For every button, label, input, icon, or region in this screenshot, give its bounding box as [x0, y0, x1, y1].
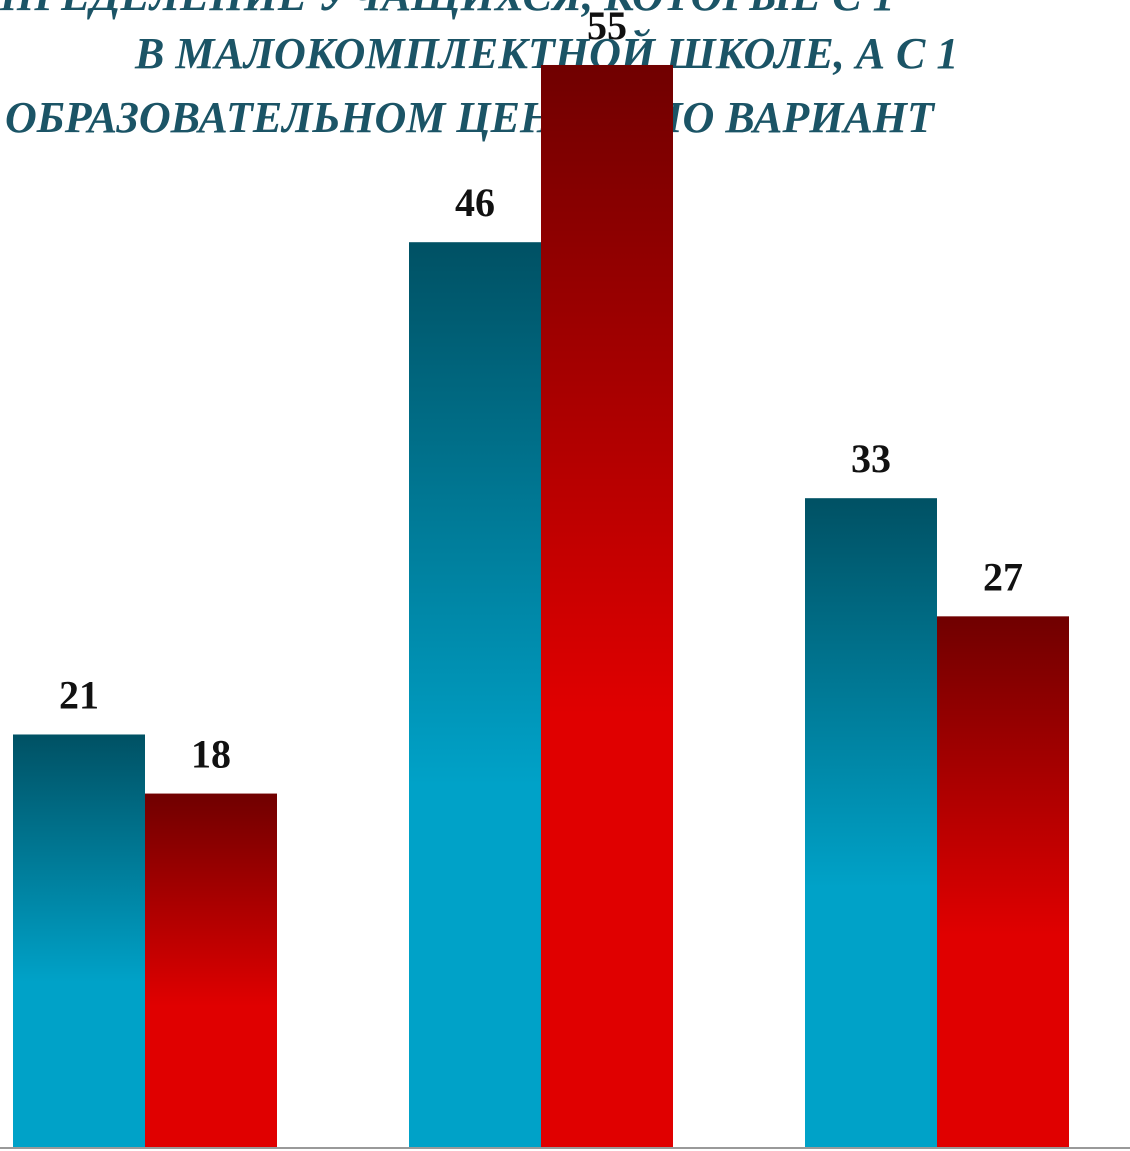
data-label: 33 — [851, 436, 891, 481]
title-group: ПРЕДЕЛЕНИЕ УЧАЩИХСЯ, КОТОРЫЕ С 1 В МАЛОК… — [0, 0, 958, 142]
bar — [805, 498, 937, 1148]
data-label: 18 — [191, 732, 231, 777]
bar — [13, 734, 145, 1148]
bar — [145, 793, 277, 1148]
bar — [409, 242, 541, 1149]
data-label: 55 — [587, 3, 627, 48]
data-label: 21 — [59, 672, 99, 717]
chart-title: ПРЕДЕЛЕНИЕ УЧАЩИХСЯ, КОТОРЫЕ С 1 — [0, 0, 895, 20]
data-label: 46 — [455, 180, 495, 225]
data-label: 27 — [983, 554, 1023, 599]
bar — [541, 64, 673, 1149]
bar — [937, 616, 1069, 1148]
chart-title: ОБРАЗОВАТЕЛЬНОМ ЦЕНТРЕ ПО ВАРИАНТ — [5, 93, 936, 142]
